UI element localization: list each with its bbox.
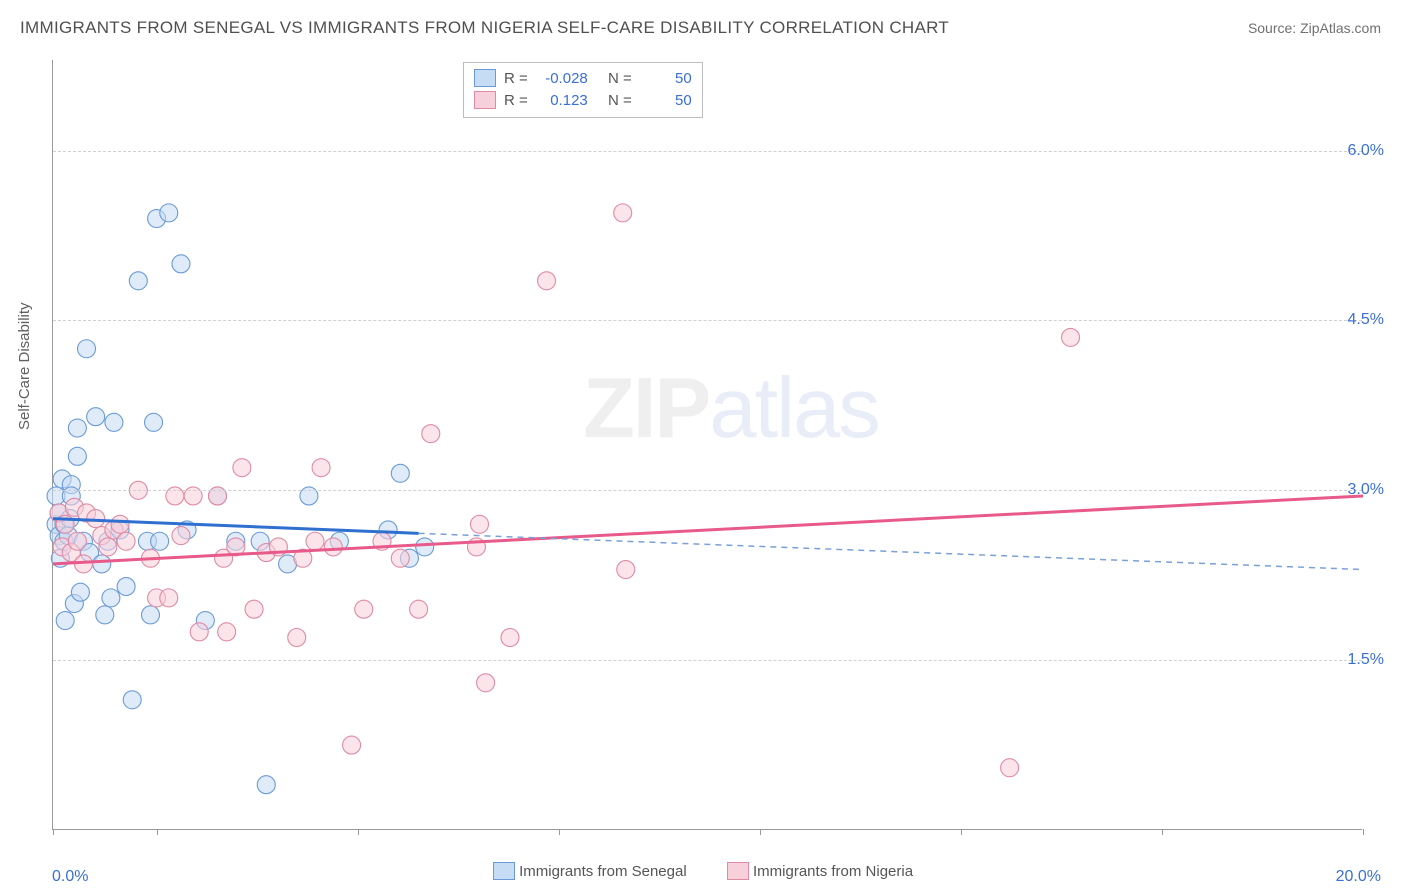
scatter-point xyxy=(105,413,123,431)
scatter-point xyxy=(422,425,440,443)
x-tickmark xyxy=(53,829,54,835)
scatter-point xyxy=(68,447,86,465)
legend-item-nigeria: Immigrants from Nigeria xyxy=(727,862,913,880)
scatter-point xyxy=(312,459,330,477)
gridline-h xyxy=(53,320,1362,321)
legend-swatch-senegal xyxy=(493,862,515,880)
n-value-nigeria: 50 xyxy=(640,92,692,109)
scatter-point xyxy=(343,736,361,754)
swatch-senegal xyxy=(474,69,496,87)
scatter-point xyxy=(614,204,632,222)
r-label: R = xyxy=(504,70,528,87)
x-tickmark xyxy=(961,829,962,835)
r-label: R = xyxy=(504,92,528,109)
scatter-point xyxy=(190,623,208,641)
legend-label-senegal: Immigrants from Senegal xyxy=(519,863,687,880)
n-label: N = xyxy=(608,92,632,109)
scatter-point xyxy=(410,600,428,618)
scatter-point xyxy=(355,600,373,618)
gridline-h xyxy=(53,151,1362,152)
scatter-point xyxy=(306,532,324,550)
scatter-point xyxy=(68,419,86,437)
source-attribution: Source: ZipAtlas.com xyxy=(1248,20,1381,36)
r-value-senegal: -0.028 xyxy=(536,70,588,87)
r-value-nigeria: 0.123 xyxy=(536,92,588,109)
legend-label-nigeria: Immigrants from Nigeria xyxy=(753,863,913,880)
scatter-point xyxy=(324,538,342,556)
scatter-chart-svg xyxy=(53,60,1363,830)
scatter-point xyxy=(102,589,120,607)
plot-area: ZIPatlas R = -0.028 N = 50 R = 0.123 N =… xyxy=(52,60,1362,830)
scatter-point xyxy=(1001,759,1019,777)
scatter-point xyxy=(87,408,105,426)
bottom-legend: Immigrants from Senegal Immigrants from … xyxy=(0,862,1406,884)
scatter-point xyxy=(96,606,114,624)
scatter-point xyxy=(99,538,117,556)
y-tick-label: 1.5% xyxy=(1348,651,1384,669)
x-tickmark xyxy=(358,829,359,835)
scatter-point xyxy=(617,561,635,579)
scatter-point xyxy=(245,600,263,618)
x-tickmark xyxy=(1162,829,1163,835)
n-label: N = xyxy=(608,70,632,87)
gridline-h xyxy=(53,660,1362,661)
scatter-point xyxy=(123,691,141,709)
scatter-point xyxy=(160,204,178,222)
legend-swatch-nigeria xyxy=(727,862,749,880)
scatter-point xyxy=(129,272,147,290)
x-tickmark xyxy=(157,829,158,835)
scatter-point xyxy=(471,515,489,533)
scatter-point xyxy=(501,629,519,647)
scatter-point xyxy=(151,532,169,550)
scatter-point xyxy=(233,459,251,477)
scatter-point xyxy=(288,629,306,647)
y-tick-label: 6.0% xyxy=(1348,142,1384,160)
scatter-point xyxy=(391,464,409,482)
legend-item-senegal: Immigrants from Senegal xyxy=(493,862,687,880)
gridline-h xyxy=(53,490,1362,491)
scatter-point xyxy=(78,340,96,358)
y-axis-label: Self-Care Disability xyxy=(16,302,33,430)
y-tick-label: 3.0% xyxy=(1348,481,1384,499)
scatter-point xyxy=(172,255,190,273)
stats-row-nigeria: R = 0.123 N = 50 xyxy=(474,89,692,111)
n-value-senegal: 50 xyxy=(640,70,692,87)
y-tick-label: 4.5% xyxy=(1348,311,1384,329)
scatter-point xyxy=(93,555,111,573)
scatter-point xyxy=(117,578,135,596)
x-tickmark xyxy=(559,829,560,835)
scatter-point xyxy=(1062,328,1080,346)
scatter-point xyxy=(56,612,74,630)
scatter-point xyxy=(477,674,495,692)
scatter-point xyxy=(111,515,129,533)
scatter-point xyxy=(257,776,275,794)
scatter-point xyxy=(160,589,178,607)
scatter-point xyxy=(218,623,236,641)
scatter-point xyxy=(172,527,190,545)
scatter-point xyxy=(117,532,135,550)
x-tickmark xyxy=(760,829,761,835)
scatter-point xyxy=(71,583,89,601)
x-tickmark xyxy=(1363,829,1364,835)
chart-title: IMMIGRANTS FROM SENEGAL VS IMMIGRANTS FR… xyxy=(20,18,949,38)
scatter-point xyxy=(145,413,163,431)
regression-line-nigeria xyxy=(53,496,1363,564)
stats-row-senegal: R = -0.028 N = 50 xyxy=(474,67,692,89)
scatter-point xyxy=(391,549,409,567)
scatter-point xyxy=(68,532,86,550)
swatch-nigeria xyxy=(474,91,496,109)
scatter-point xyxy=(538,272,556,290)
stats-legend-box: R = -0.028 N = 50 R = 0.123 N = 50 xyxy=(463,62,703,118)
scatter-point xyxy=(141,606,159,624)
scatter-point xyxy=(416,538,434,556)
